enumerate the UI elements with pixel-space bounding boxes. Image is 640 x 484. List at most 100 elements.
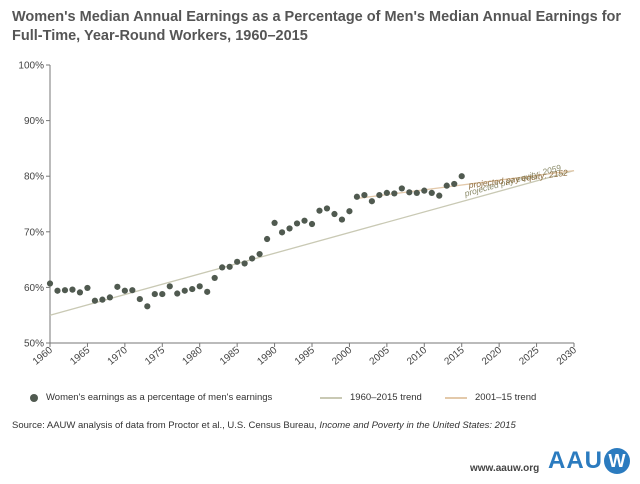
y-tick-label: 90% (24, 116, 44, 127)
data-point (308, 220, 316, 228)
data-point (256, 250, 263, 258)
data-point (338, 216, 346, 223)
data-point (443, 182, 450, 189)
x-tick-label: 2015 (443, 345, 467, 368)
data-point (204, 288, 211, 295)
chart-title: Women's Median Annual Earnings as a Perc… (12, 8, 622, 46)
x-tick-label: 1975 (143, 345, 167, 368)
data-point (189, 285, 196, 293)
y-tick-label: 50% (24, 339, 44, 350)
data-point (151, 290, 158, 298)
data-point (249, 255, 256, 262)
aauw-logo: AAU W (548, 448, 630, 474)
legend-line-icon (445, 396, 467, 399)
data-point (144, 303, 151, 310)
data-point (278, 229, 286, 236)
data-point (219, 264, 226, 271)
data-point (46, 280, 54, 287)
data-point (61, 287, 69, 294)
data-point (196, 283, 203, 290)
x-tick-label: 2030 (555, 345, 579, 368)
data-point (436, 192, 443, 199)
chart-axes: 50%60%70%80%90%100%1960 1965 1970 1975 1980 1… (18, 61, 579, 368)
data-point (174, 290, 181, 297)
data-point (323, 205, 331, 212)
data-point (91, 297, 99, 304)
data-point (316, 207, 323, 214)
x-tick-label: 2005 (368, 345, 392, 368)
chart-legend: Women's earnings as a percentage of men'… (30, 392, 630, 408)
y-tick-label: 80% (24, 172, 44, 183)
data-point (383, 189, 390, 196)
trend-line-1960-2015 (49, 170, 575, 316)
data-point (181, 287, 188, 294)
data-point (76, 289, 84, 296)
data-point (301, 217, 308, 224)
y-tick-label: 70% (24, 227, 44, 238)
source-prefix: Source: AAUW analysis of data from Proct… (12, 420, 320, 431)
x-tick-label: 1965 (68, 345, 92, 368)
data-point (286, 225, 293, 232)
trend-lines (49, 169, 575, 316)
data-point (293, 220, 301, 227)
data-point (428, 189, 435, 196)
x-tick-label: 2010 (405, 345, 429, 368)
data-point (451, 180, 458, 188)
data-point (421, 187, 428, 194)
data-point (136, 295, 143, 303)
data-point (234, 258, 241, 265)
legend-line-icon (320, 396, 342, 399)
legend-item-points: Women's earnings as a percentage of men'… (30, 392, 272, 403)
data-point (99, 296, 106, 303)
footer-url[interactable]: www.aauw.org (470, 463, 540, 474)
logo-text: AAU (548, 447, 603, 474)
data-point (84, 284, 91, 292)
data-point (458, 173, 465, 180)
x-tick-label: 1995 (293, 345, 317, 368)
data-point (376, 192, 383, 199)
x-tick-label: 1990 (255, 345, 279, 368)
y-tick-label: 100% (18, 61, 44, 72)
source-title: Income and Poverty in the United States:… (319, 420, 516, 431)
data-point (211, 274, 218, 282)
logo-w-icon: W (604, 448, 630, 474)
legend-label-points: Women's earnings as a percentage of men'… (46, 392, 273, 403)
x-tick-label: 2000 (330, 345, 354, 368)
data-point (361, 192, 368, 199)
source-note: Source: AAUW analysis of data from Proct… (12, 420, 627, 431)
data-point (121, 287, 128, 294)
data-point (263, 235, 271, 243)
data-point (114, 283, 121, 290)
data-point (368, 198, 375, 205)
data-point (413, 189, 420, 196)
x-tick-label: 1970 (106, 345, 130, 368)
data-point (54, 287, 61, 294)
data-point (241, 260, 248, 267)
data-point (159, 290, 166, 298)
legend-dot-icon (30, 393, 38, 402)
chart-title-line2: Full-Time, Year-Round Workers, 1960–2015 (12, 28, 308, 44)
data-point (353, 193, 361, 200)
x-tick-label: 1985 (218, 345, 242, 368)
legend-label-trend-full: 1960–2015 trend (350, 392, 422, 403)
legend-item-trend-full: 1960–2015 trend (320, 392, 422, 403)
data-point (346, 208, 353, 215)
data-point (69, 286, 76, 293)
data-point (166, 283, 173, 290)
chart-title-line1: Women's Median Annual Earnings as a Perc… (12, 9, 622, 25)
x-tick-label: 1980 (181, 345, 205, 368)
data-point (226, 263, 233, 270)
data-points (46, 173, 465, 310)
data-point (129, 287, 136, 294)
x-tick-label: 2020 (480, 345, 504, 368)
data-point (391, 190, 398, 197)
y-tick-label: 60% (24, 283, 44, 294)
data-point (271, 219, 278, 227)
x-tick-label: 2025 (517, 345, 541, 368)
data-point (331, 210, 338, 218)
data-point (406, 189, 413, 196)
legend-label-trend-recent: 2001–15 trend (475, 392, 537, 403)
data-point (398, 185, 405, 192)
